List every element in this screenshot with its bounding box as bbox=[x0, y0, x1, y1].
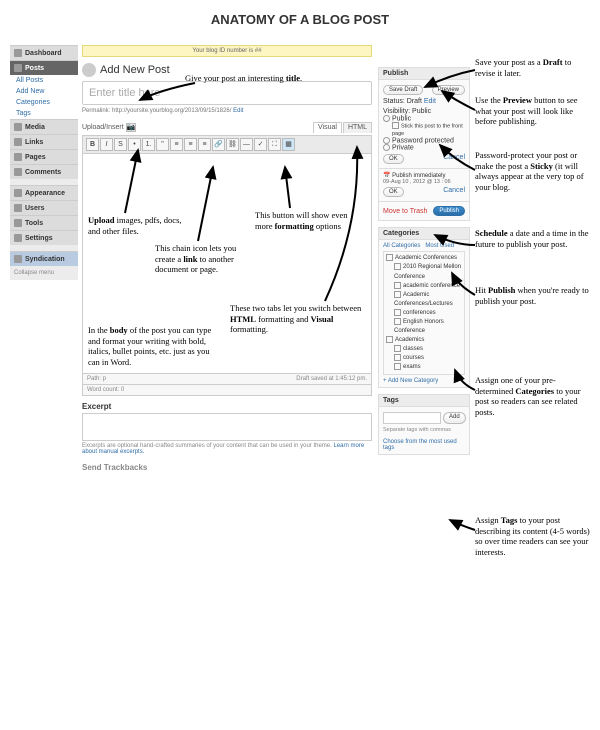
annotation-arrows bbox=[10, 45, 590, 705]
page-title: ANATOMY OF A BLOG POST bbox=[0, 0, 600, 45]
screenshot-region: Dashboard Posts All Posts Add New Catego… bbox=[10, 45, 590, 705]
